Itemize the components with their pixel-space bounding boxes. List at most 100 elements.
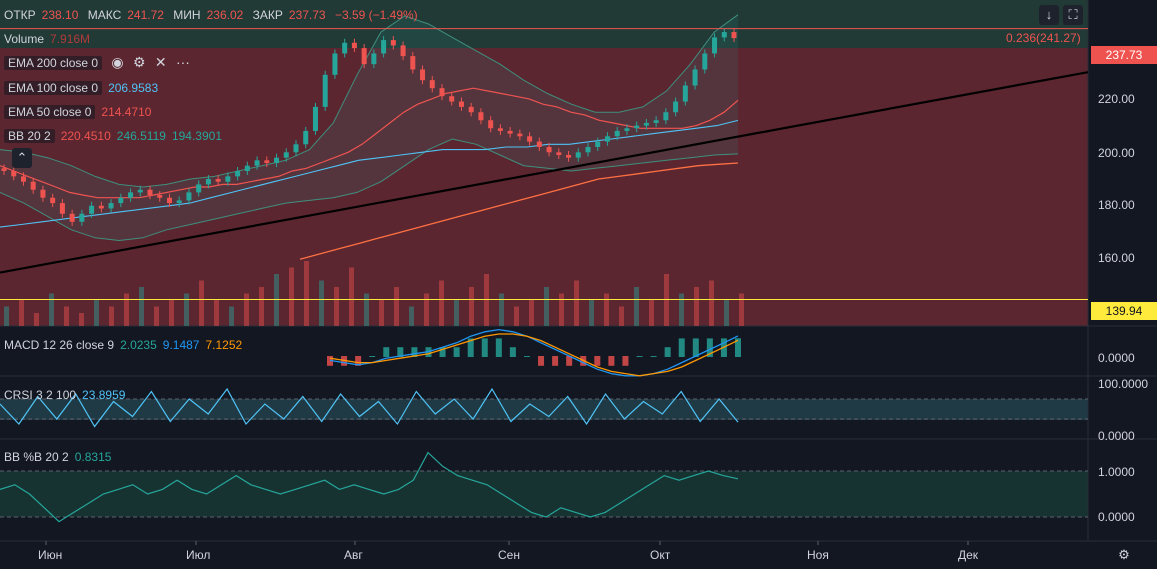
candle-body (371, 53, 377, 65)
ema100-line (0, 119, 739, 228)
fullscreen-icon[interactable]: ⛶ (1063, 5, 1083, 25)
macd-histogram-bar (622, 356, 629, 366)
candle-body (332, 53, 338, 75)
macd-histogram-bar (383, 347, 390, 357)
candle-body (89, 205, 95, 214)
macd-histogram-bar (566, 356, 573, 366)
candle-body (468, 106, 474, 113)
candle-body (721, 32, 727, 38)
macd-histogram-bar (523, 356, 530, 357)
volume-bar (19, 300, 24, 326)
candle-body (390, 40, 396, 46)
candle-body (196, 184, 202, 193)
candle-body (1, 168, 7, 172)
candle-body (351, 42, 357, 49)
candle-body (176, 200, 182, 204)
crsi-value: 23.8959 (82, 388, 126, 402)
high-label: МАКС (87, 8, 122, 22)
candle-body (128, 192, 134, 198)
macd-histogram-bar (453, 347, 460, 357)
candle-body (478, 112, 484, 121)
volume-bar (454, 300, 459, 326)
candle-body (420, 69, 426, 81)
volume-legend[interactable]: Volume 7.916M (4, 30, 96, 48)
candle-body (361, 48, 367, 65)
candle-body (20, 176, 26, 182)
chevron-up-icon[interactable]: ⌃ (12, 148, 32, 168)
volume-bar (664, 274, 669, 326)
candle-body (118, 197, 124, 204)
volume-bar (379, 300, 384, 326)
bb-basis-value: 220.4510 (60, 129, 111, 143)
crsi-y-tick-100: 100.0000 (1098, 377, 1149, 391)
eye-icon[interactable]: ◉ (111, 54, 124, 70)
volume-bar (289, 267, 294, 326)
more-icon[interactable]: ··· (175, 54, 190, 70)
candle-body (712, 37, 718, 54)
ema100-legend[interactable]: EMA 100 close 0 206.9583 (4, 79, 164, 97)
volume-bar (214, 300, 219, 326)
fib-level-label: 0.236(241.27) (1006, 31, 1081, 45)
y-tick-220: 220.00 (1098, 92, 1135, 106)
macd-legend[interactable]: MACD 12 26 close 9 2.0235 9.1487 7.1252 (4, 336, 248, 354)
ohlc-legend: ОТКР 238.10 МАКС 241.72 МИН 236.02 ЗАКР 237.… (4, 6, 424, 24)
macd-histogram-bar (495, 338, 502, 357)
macd-histogram-bar (397, 347, 404, 357)
bb-legend[interactable]: BB 20 2 220.4510 246.5119 194.3901 (4, 127, 228, 145)
bbpb-band (0, 471, 1088, 517)
volume-bar (184, 293, 189, 326)
x-tick-oct: Окт (650, 548, 671, 562)
volume-bar (529, 300, 534, 326)
bbpb-legend[interactable]: BB %B 20 2 0.8315 (4, 448, 117, 466)
macd-histogram-bar (608, 356, 615, 366)
volume-bar (694, 287, 699, 326)
candle-body (643, 122, 649, 126)
x-tick-aug: Авг (344, 548, 363, 562)
close-icon[interactable]: ✕ (154, 54, 167, 70)
candle-body (40, 189, 46, 198)
candle-body (673, 101, 679, 113)
y-tick-160: 160.00 (1098, 251, 1135, 265)
candle-body (653, 120, 659, 123)
bb-lower-value: 194.3901 (171, 129, 222, 143)
volume-bar (649, 300, 654, 326)
bb-upper-line (0, 14, 739, 188)
candle-body (536, 141, 542, 147)
crsi-y-tick-0: 0.0000 (1098, 429, 1135, 443)
candle-body (50, 197, 56, 204)
settings-icon[interactable]: ⚙ (1118, 547, 1130, 562)
candle-body (604, 136, 610, 142)
volume-bar (394, 287, 399, 326)
crsi-band (0, 399, 1088, 420)
bb-upper-value: 246.5119 (116, 129, 166, 143)
trendline (0, 71, 1089, 274)
price-axis-bg (1088, 0, 1157, 569)
volume-bar (499, 293, 504, 326)
macd-signal-value: 7.1252 (205, 338, 243, 352)
x-tick-jun: Июн (38, 548, 63, 562)
ema200-legend[interactable]: EMA 200 close 0 ◉ ⚙ ✕ ··· (4, 53, 196, 71)
arrow-down-icon[interactable]: ↓ (1039, 5, 1059, 25)
candle-body (166, 197, 172, 204)
volume-bar (229, 306, 234, 326)
candle-body (137, 189, 143, 193)
bbpb-y-tick-0: 0.0000 (1098, 510, 1135, 524)
ema50-legend[interactable]: EMA 50 close 0 214.4710 (4, 103, 157, 121)
crsi-line (0, 387, 739, 428)
ema50-label: EMA 50 close 0 (4, 105, 96, 119)
macd-histogram-bar (650, 356, 657, 357)
x-tick-dec: Дек (958, 548, 979, 562)
candle-body (293, 144, 299, 153)
volume-bar (469, 287, 474, 326)
crsi-legend[interactable]: CRSI 3 2 100 23.8959 (4, 386, 131, 404)
volume-bar (544, 287, 549, 326)
candle-body (585, 146, 591, 153)
gear-icon[interactable]: ⚙ (132, 54, 146, 70)
candle-body (439, 88, 445, 97)
macd-histogram-bar (594, 356, 601, 366)
support-price-tag: 139.94 (1091, 302, 1157, 320)
macd-histogram-bar (636, 356, 643, 357)
ema200-label: EMA 200 close 0 (4, 56, 103, 70)
volume-bar (124, 293, 129, 326)
